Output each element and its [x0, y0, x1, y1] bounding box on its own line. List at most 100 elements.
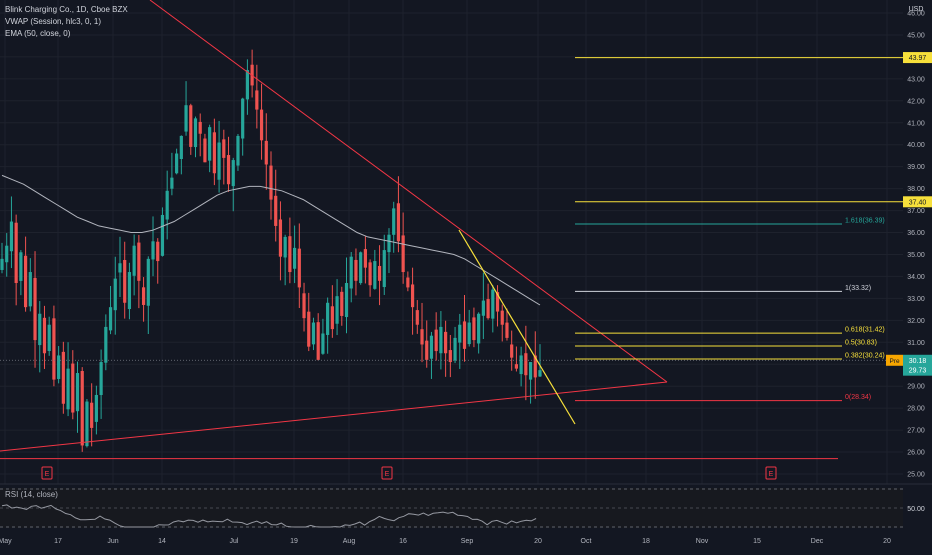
time-axis[interactable]: May 17 Jun 14 Jul 19 Aug 16 Sep 20 Oct 18 Nov 15 Dec 20	[0, 538, 891, 545]
candle-body	[33, 277, 37, 341]
x-tick-label: 16	[399, 538, 407, 545]
x-tick-label: Oct	[581, 538, 592, 545]
candle-body	[359, 252, 363, 284]
candle-body	[0, 258, 4, 270]
candle-body	[538, 370, 542, 377]
candle-body	[42, 317, 47, 354]
ema-legend: EMA (50, close, 0)	[5, 29, 71, 38]
y-tick-label: 41.00	[907, 120, 925, 127]
earnings-marker-box	[41, 466, 53, 480]
candles	[0, 49, 542, 452]
price-tag-bg	[903, 52, 932, 64]
candle-body	[231, 160, 235, 187]
price-tag-bg	[903, 354, 932, 366]
x-tick-label: May	[0, 538, 12, 545]
candle-body	[288, 236, 292, 273]
fib-label: 0.618(31.42)	[845, 327, 885, 334]
candle-body	[255, 90, 259, 110]
candle-body	[477, 313, 481, 344]
candle-body	[444, 331, 448, 354]
candle-body	[127, 272, 132, 310]
candle-body	[453, 337, 457, 361]
fib-label: 0.382(30.24)	[845, 352, 885, 359]
candle-body	[363, 249, 367, 268]
candle-body	[297, 248, 301, 288]
candle-body	[212, 132, 216, 174]
candle-body	[354, 259, 358, 281]
y-tick-label: 45.00	[907, 32, 925, 39]
candle-body	[495, 292, 500, 312]
ascending-trendline	[0, 381, 668, 452]
price-tag: 43.97	[909, 55, 927, 62]
earnings-marker-box	[381, 466, 393, 480]
earnings-marker: E	[385, 471, 390, 478]
x-tick-label: Nov	[696, 538, 709, 545]
candle-body	[170, 177, 174, 189]
y-tick-label: 39.00	[907, 164, 925, 171]
fib-label: 0(28.34)	[845, 394, 871, 401]
candle-body	[406, 277, 410, 288]
legend: Blink Charging Co., 1D, Cboe BZX VWAP (S…	[5, 5, 128, 38]
price-tag-bg	[903, 364, 932, 376]
candle-body	[368, 262, 372, 286]
candle-body	[236, 135, 240, 166]
candle-body	[118, 263, 122, 273]
candle-body	[500, 310, 504, 325]
fib-levels: 1.618(36.39) 1(33.32) 0.618(31.42) 0.5(30.8…	[575, 217, 885, 402]
candle-body	[61, 351, 65, 404]
x-tick-label: Dec	[811, 538, 824, 545]
y-tick-label: 33.00	[907, 296, 925, 303]
candle-body	[269, 165, 273, 200]
candle-body	[302, 293, 306, 319]
x-tick-label: 20	[883, 538, 891, 545]
candle-body	[123, 259, 127, 303]
y-tick-label: 36.00	[907, 230, 925, 237]
y-tick-label: 34.00	[907, 274, 925, 281]
y-tick-label: 43.00	[907, 76, 925, 83]
candle-body	[377, 265, 382, 281]
candle-body	[420, 329, 424, 345]
x-tick-label: Jul	[230, 538, 239, 545]
candle-body	[47, 324, 51, 351]
candle-body	[274, 195, 278, 226]
candle-body	[528, 362, 533, 380]
candle-body	[326, 302, 330, 335]
rsi-pane: RSI (14, close) 50.00	[0, 483, 932, 528]
x-tick-label: Sep	[461, 538, 474, 545]
pre-market-tag-bg	[886, 354, 903, 366]
candle-body	[57, 355, 61, 379]
candle-body	[410, 284, 415, 308]
x-tick-label: Jun	[107, 538, 118, 545]
candle-body	[104, 326, 108, 363]
candle-body	[85, 401, 89, 447]
candle-body	[203, 138, 207, 163]
candle-body	[108, 307, 113, 331]
chart-title: Blink Charging Co., 1D, Cboe BZX	[5, 5, 128, 14]
candle-body	[151, 241, 155, 260]
candle-body	[425, 340, 429, 360]
rsi-line	[1, 504, 537, 528]
candle-body	[486, 299, 490, 319]
candle-body	[373, 261, 377, 289]
candle-body	[491, 289, 495, 319]
candle-body	[132, 245, 136, 276]
candle-body	[222, 139, 226, 158]
y-tick-label: 38.00	[907, 186, 925, 193]
y-tick-label: 35.00	[907, 252, 925, 259]
price-tag: 29.73	[909, 368, 927, 375]
candle-body	[292, 247, 297, 269]
y-tick-label: 31.00	[907, 340, 925, 347]
price-axis[interactable]: USD 25.0026.0027.0028.0029.0030.0031.003…	[886, 0, 932, 484]
price-tag: 30.18	[909, 358, 927, 365]
candle-body	[264, 140, 268, 165]
candle-body	[307, 311, 311, 347]
y-tick-label: 26.00	[907, 450, 925, 457]
price-tag: 37.40	[909, 199, 927, 206]
fib-label: 1.618(36.39)	[845, 217, 885, 224]
candle-body	[14, 222, 18, 284]
candle-body	[28, 272, 32, 307]
candle-body	[533, 355, 537, 378]
candle-body	[189, 105, 193, 147]
